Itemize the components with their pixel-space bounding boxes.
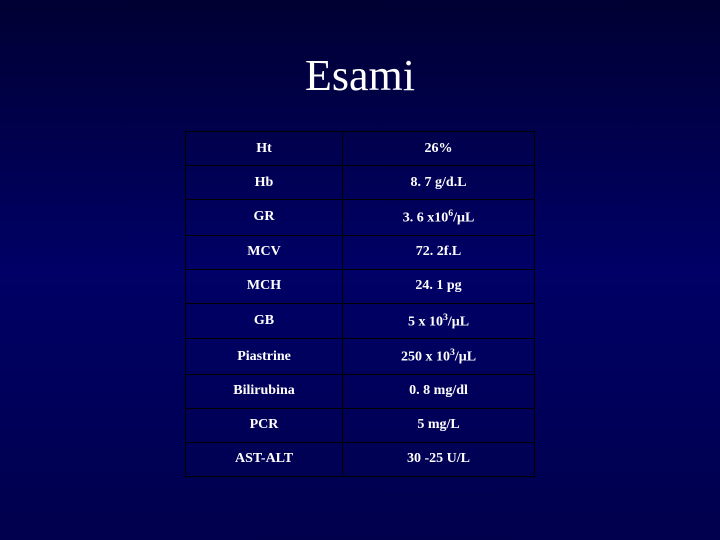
table-cell-label: AST-ALT (186, 442, 343, 476)
table-cell-value: 8. 7 g/d.L (343, 166, 535, 200)
table-cell-value: 24. 1 pg (343, 269, 535, 303)
table-cell-label: Hb (186, 166, 343, 200)
table-cell-value: 3. 6 x106/μL (343, 200, 535, 236)
table-cell-value: 5 mg/L (343, 408, 535, 442)
table-row: Piastrine250 x 103/μL (186, 339, 535, 375)
table-row: PCR5 mg/L (186, 408, 535, 442)
page-title: Esami (305, 50, 415, 101)
esami-table-body: Ht26%Hb8. 7 g/d.LGR3. 6 x106/μLMCV72. 2f… (186, 132, 535, 477)
table-cell-value: 30 -25 U/L (343, 442, 535, 476)
table-row: MCH24. 1 pg (186, 269, 535, 303)
table-cell-label: GR (186, 200, 343, 236)
table-row: GR3. 6 x106/μL (186, 200, 535, 236)
table-cell-label: GB (186, 303, 343, 339)
table-cell-label: Ht (186, 132, 343, 166)
table-row: Hb8. 7 g/d.L (186, 166, 535, 200)
table-row: GB5 x 103/μL (186, 303, 535, 339)
table-cell-label: Bilirubina (186, 374, 343, 408)
table-row: MCV72. 2f.L (186, 235, 535, 269)
table-row: Bilirubina0. 8 mg/dl (186, 374, 535, 408)
esami-table-container: Ht26%Hb8. 7 g/d.LGR3. 6 x106/μLMCV72. 2f… (185, 131, 535, 477)
table-cell-value: 26% (343, 132, 535, 166)
table-cell-label: Piastrine (186, 339, 343, 375)
table-cell-label: MCV (186, 235, 343, 269)
table-cell-value: 250 x 103/μL (343, 339, 535, 375)
table-row: Ht26% (186, 132, 535, 166)
table-row: AST-ALT30 -25 U/L (186, 442, 535, 476)
esami-table: Ht26%Hb8. 7 g/d.LGR3. 6 x106/μLMCV72. 2f… (185, 131, 535, 477)
table-cell-value: 5 x 103/μL (343, 303, 535, 339)
table-cell-label: PCR (186, 408, 343, 442)
table-cell-label: MCH (186, 269, 343, 303)
table-cell-value: 0. 8 mg/dl (343, 374, 535, 408)
table-cell-value: 72. 2f.L (343, 235, 535, 269)
